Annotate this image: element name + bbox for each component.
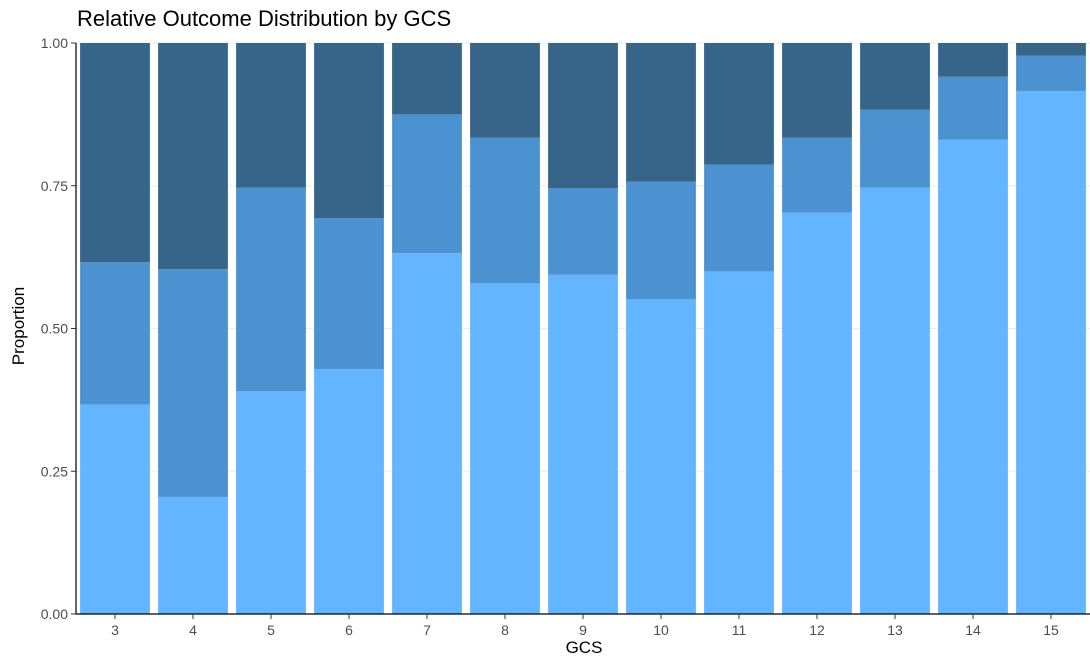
y-tick-label-4: 1.00 [41, 35, 68, 51]
x-tick-label-8: 8 [501, 622, 509, 638]
x-tick-label-14: 14 [965, 622, 981, 638]
x-tick-label-5: 5 [267, 622, 275, 638]
bar-segment-15-s1 [1016, 55, 1086, 91]
bar-segment-14-s2 [938, 43, 1008, 77]
x-tick-label-15: 15 [1043, 622, 1059, 638]
bar-segment-11-s0 [704, 271, 774, 614]
bar-segment-4-s2 [158, 43, 228, 270]
bar-segment-6-s1 [314, 218, 384, 370]
bar-segment-4-s0 [158, 496, 228, 614]
x-tick-label-7: 7 [423, 622, 431, 638]
bar-segment-5-s2 [236, 43, 306, 188]
x-axis-label: GCS [565, 638, 603, 657]
x-tick-label-3: 3 [111, 622, 119, 638]
x-tick-label-13: 13 [887, 622, 903, 638]
bar-segment-11-s2 [704, 43, 774, 165]
chart-title: Relative Outcome Distribution by GCS [77, 6, 452, 31]
bar-segment-9-s1 [548, 188, 618, 275]
y-tick-label-2: 0.50 [41, 321, 68, 337]
bar-segment-10-s0 [626, 299, 696, 614]
x-tick-label-12: 12 [809, 622, 825, 638]
bar-segment-7-s1 [392, 114, 462, 254]
y-tick-label-1: 0.25 [41, 463, 68, 479]
x-tick-label-4: 4 [189, 622, 197, 638]
bar-segment-9-s0 [548, 274, 618, 614]
bar-segment-4-s1 [158, 269, 228, 497]
bar-segment-10-s1 [626, 181, 696, 300]
bar-segment-5-s1 [236, 187, 306, 392]
bar-segment-13-s1 [860, 109, 930, 188]
bar-segment-3-s0 [80, 404, 150, 614]
bar-segment-12-s1 [782, 137, 852, 213]
x-tick-label-11: 11 [732, 622, 747, 638]
bar-segment-7-s0 [392, 253, 462, 615]
bar-segment-15-s0 [1016, 90, 1086, 615]
bar-segment-3-s2 [80, 43, 150, 263]
bar-segment-3-s1 [80, 262, 150, 405]
bar-segment-12-s0 [782, 212, 852, 614]
bar-segment-5-s0 [236, 391, 306, 614]
bar-segment-14-s0 [938, 139, 1008, 614]
bar-segment-7-s2 [392, 43, 462, 115]
bar-segment-6-s2 [314, 43, 384, 219]
x-tick-label-9: 9 [579, 622, 587, 638]
bar-segment-10-s2 [626, 43, 696, 182]
bar-segment-11-s1 [704, 164, 774, 272]
bar-segment-13-s2 [860, 43, 930, 110]
bar-segment-13-s0 [860, 187, 930, 614]
x-tick-label-10: 10 [653, 622, 669, 638]
bar-segment-8-s0 [470, 283, 540, 614]
bar-segment-9-s2 [548, 43, 618, 189]
bar-segment-14-s1 [938, 76, 1008, 140]
bar-segment-8-s2 [470, 43, 540, 138]
bar-segment-6-s0 [314, 369, 384, 614]
y-tick-label-3: 0.75 [41, 178, 68, 194]
bar-segment-12-s2 [782, 43, 852, 138]
bar-segment-8-s1 [470, 137, 540, 284]
bar-segment-15-s2 [1016, 43, 1086, 56]
x-tick-label-6: 6 [345, 622, 353, 638]
y-tick-label-0: 0.00 [41, 606, 68, 622]
